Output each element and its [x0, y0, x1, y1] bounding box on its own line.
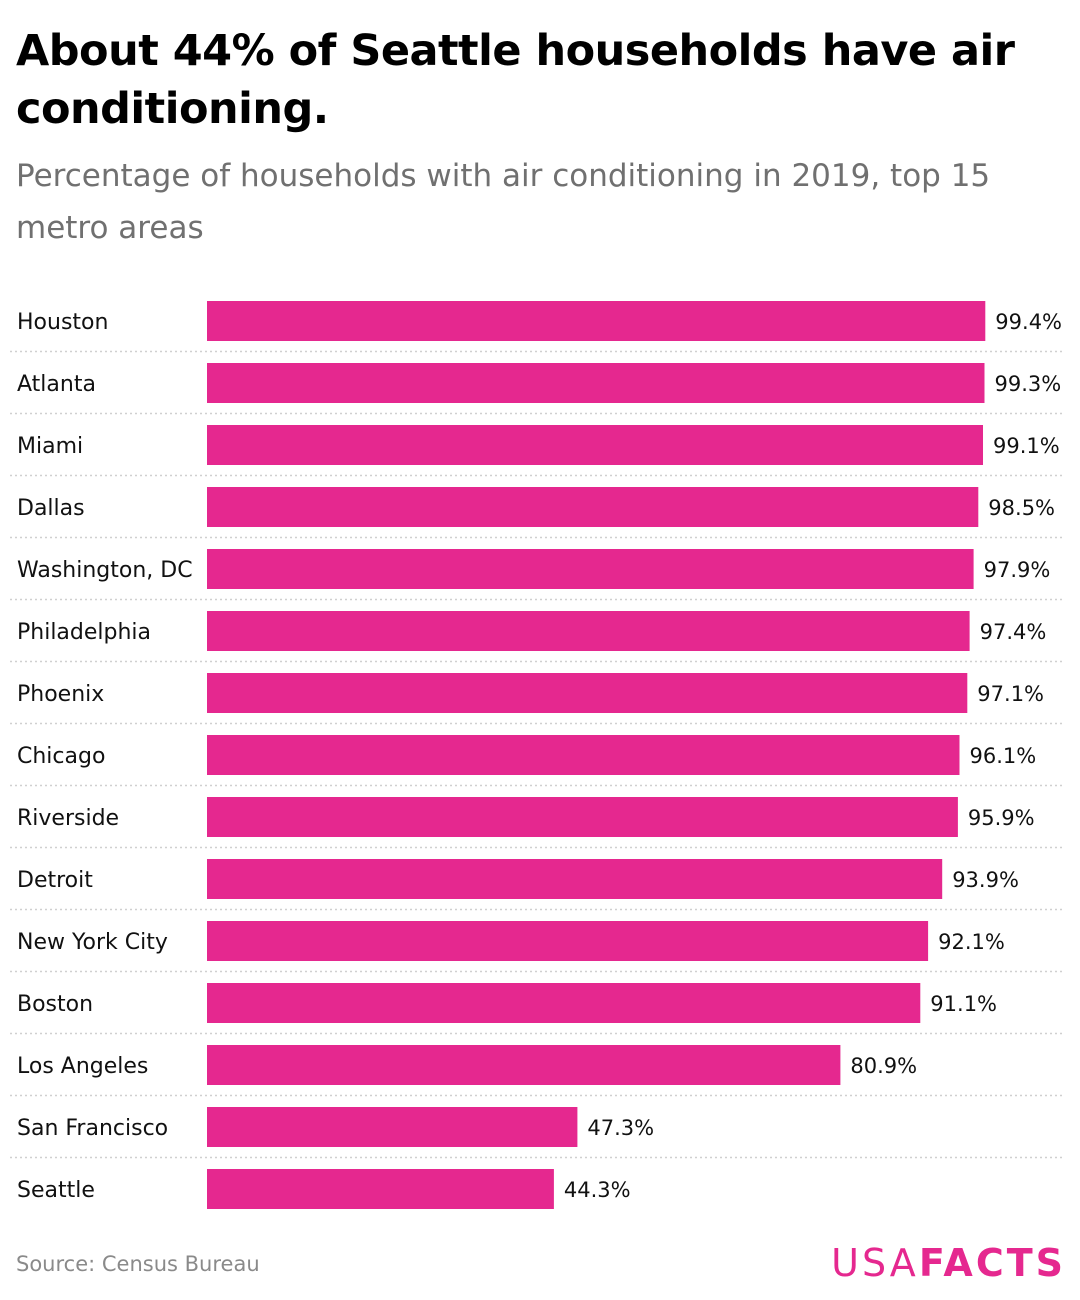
bar-row: New York City 92.1%	[10, 921, 1062, 973]
value-label: 97.9%	[984, 558, 1051, 582]
category-label: Washington, DC	[17, 558, 193, 583]
bar	[207, 983, 921, 1023]
category-label: Phoenix	[17, 682, 104, 707]
value-label: 93.9%	[952, 868, 1019, 892]
value-label: 97.4%	[980, 620, 1047, 644]
value-label: 99.4%	[995, 310, 1062, 334]
value-label: 91.1%	[930, 992, 997, 1016]
category-label: San Francisco	[17, 1116, 168, 1141]
value-label: 99.3%	[995, 372, 1062, 396]
bar-chart: Houston 99.4% Atlanta 99.3% Miami 99.1% Dallas…	[10, 301, 1062, 1209]
source-note: Source: Census Bureau	[16, 1252, 260, 1276]
category-label: Philadelphia	[17, 620, 151, 645]
bar	[207, 425, 983, 465]
usafacts-logo: USAFACTS	[831, 1240, 1066, 1286]
value-label: 44.3%	[564, 1178, 631, 1202]
bar-row: Riverside 95.9%	[10, 797, 1062, 849]
value-label: 95.9%	[968, 806, 1035, 830]
bar-row: Phoenix 97.1%	[10, 673, 1062, 725]
category-label: Seattle	[17, 1178, 95, 1203]
category-label: Dallas	[17, 496, 85, 521]
bar-row: Philadelphia 97.4%	[10, 611, 1062, 663]
bar-row: Los Angeles 80.9%	[10, 1045, 1062, 1097]
value-label: 92.1%	[938, 930, 1005, 954]
category-label: Chicago	[17, 744, 105, 769]
bar	[207, 1107, 578, 1147]
value-label: 98.5%	[988, 496, 1055, 520]
bar	[207, 673, 968, 713]
category-label: Boston	[17, 992, 93, 1017]
bar	[207, 611, 970, 651]
logo-light-text: USA	[831, 1241, 919, 1285]
chart-subtitle: Percentage of households with air condit…	[16, 158, 991, 246]
bar	[207, 301, 986, 341]
category-label: Atlanta	[17, 372, 96, 397]
value-label: 99.1%	[993, 434, 1060, 458]
category-label: Miami	[17, 434, 83, 459]
category-label: Detroit	[17, 868, 93, 893]
bar	[207, 735, 960, 775]
bar-row: Detroit 93.9%	[10, 859, 1062, 911]
bar	[207, 487, 979, 527]
bar	[207, 549, 974, 589]
bar-row: Boston 91.1%	[10, 983, 1062, 1035]
bar	[207, 363, 985, 403]
bar	[207, 1045, 841, 1085]
bar	[207, 859, 943, 899]
bar	[207, 921, 929, 961]
value-label: 97.1%	[977, 682, 1044, 706]
category-label: New York City	[17, 930, 168, 955]
bar-row: Houston 99.4%	[10, 301, 1062, 353]
bar	[207, 797, 958, 837]
bar-row: Atlanta 99.3%	[10, 363, 1062, 415]
bar-row: San Francisco 47.3%	[10, 1107, 1062, 1159]
value-label: 80.9%	[850, 1054, 917, 1078]
category-label: Houston	[17, 310, 108, 335]
bar-row: Washington, DC 97.9%	[10, 549, 1062, 601]
category-label: Los Angeles	[17, 1054, 148, 1079]
bar	[207, 1169, 554, 1209]
logo-bold-text: FACTS	[918, 1241, 1066, 1285]
bar-row: Miami 99.1%	[10, 425, 1062, 477]
bar-row: Chicago 96.1%	[10, 735, 1062, 787]
category-label: Riverside	[17, 806, 119, 831]
value-label: 96.1%	[970, 744, 1037, 768]
bar-row: Dallas 98.5%	[10, 487, 1062, 539]
bar-row: Seattle 44.3%	[17, 1169, 631, 1209]
chart-title: About 44% of Seattle households have air…	[16, 26, 1015, 134]
value-label: 47.3%	[587, 1116, 654, 1140]
